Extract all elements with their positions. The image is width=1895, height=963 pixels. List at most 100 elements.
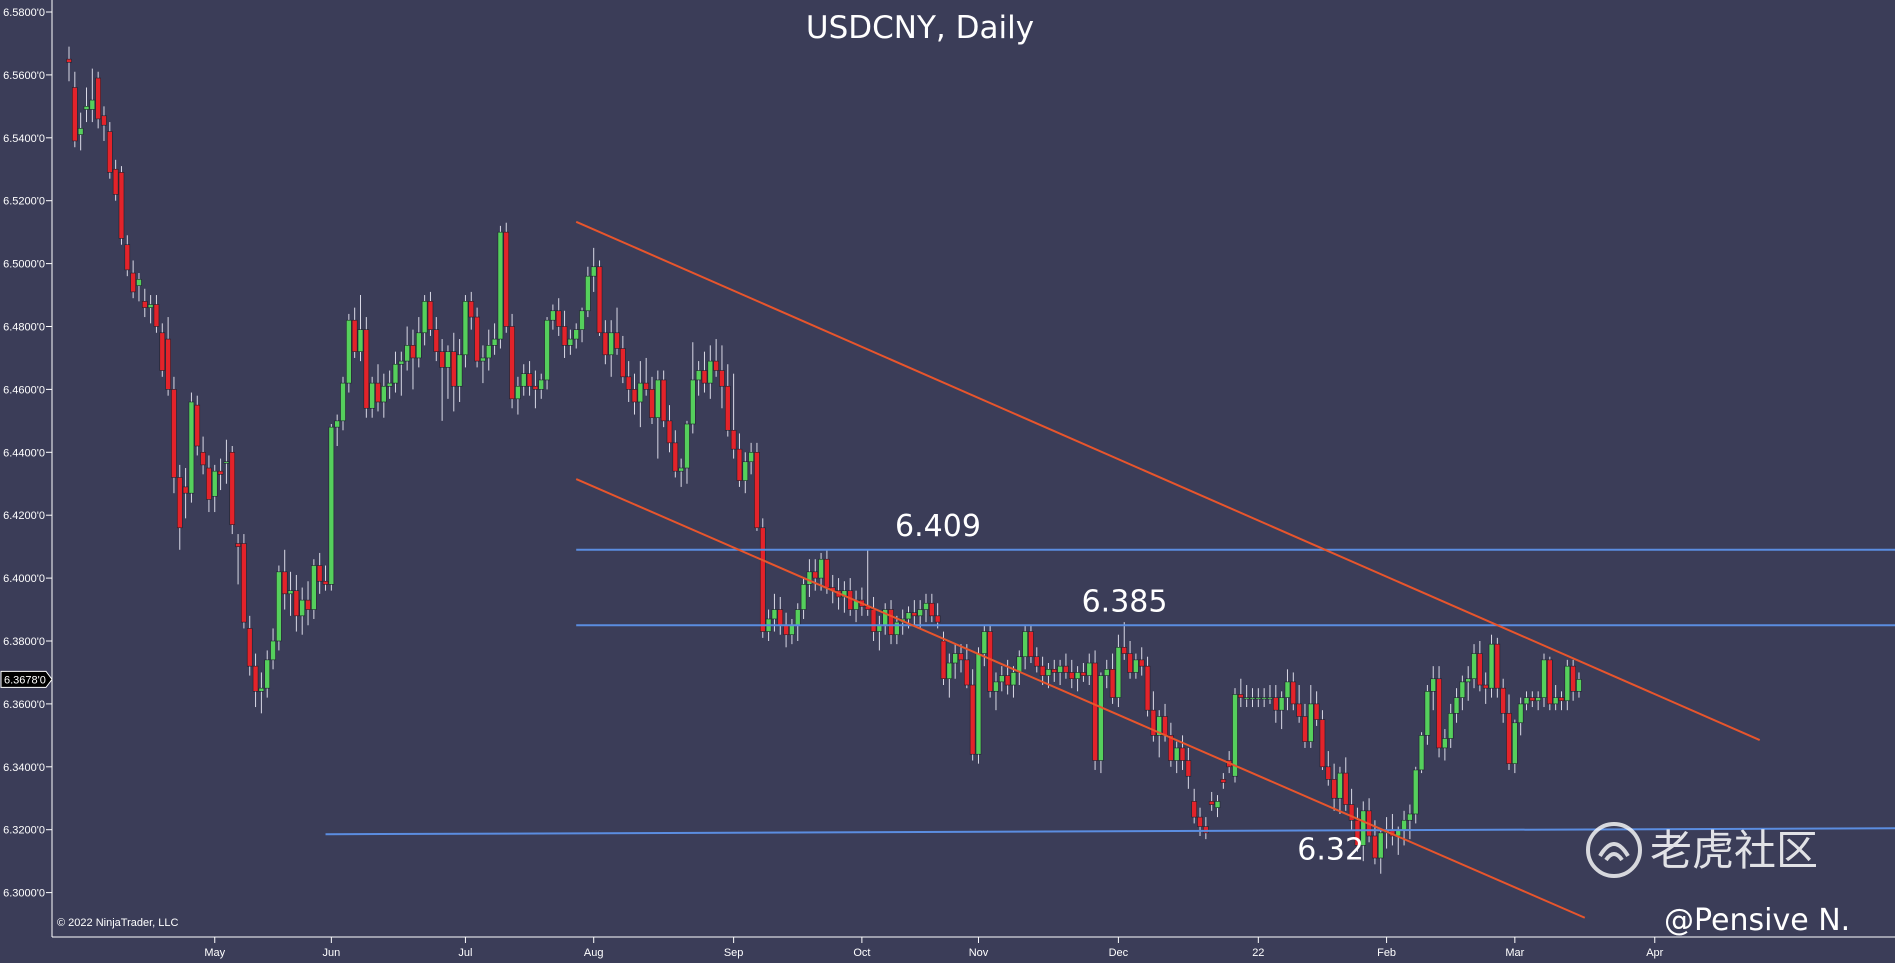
y-tick-label: 6.5800'0 xyxy=(3,7,45,19)
time-axis: May Jun Jul Aug Sep Oct Nov Dec 22 Feb Mar Apr xyxy=(204,937,1664,959)
candle-body xyxy=(620,348,626,378)
candle-body xyxy=(95,77,101,120)
candle-body xyxy=(958,653,964,661)
candle-body xyxy=(1039,665,1046,676)
candle-body xyxy=(369,382,375,409)
candle-body xyxy=(1576,679,1582,692)
candle-body xyxy=(981,631,988,654)
candle-body xyxy=(1150,709,1157,736)
candle-body xyxy=(1191,801,1197,818)
candle-body xyxy=(1004,675,1011,686)
candle-body xyxy=(701,370,708,384)
candle-body xyxy=(328,426,335,585)
candle-body xyxy=(666,420,673,444)
candle-body xyxy=(724,385,731,431)
candle-body xyxy=(1232,694,1238,777)
candle-body xyxy=(1138,659,1145,667)
candle-body xyxy=(631,389,638,403)
candle-body xyxy=(1010,672,1017,686)
candle-body xyxy=(1074,672,1081,680)
candle-body xyxy=(1086,662,1093,676)
candle-body xyxy=(427,301,434,330)
candle-body xyxy=(1488,643,1495,689)
candle-body xyxy=(695,370,702,381)
x-tick-label: Jun xyxy=(322,947,340,959)
candle-body xyxy=(281,571,288,595)
candle-body xyxy=(707,360,714,384)
candle-body xyxy=(363,329,370,409)
candle-body xyxy=(89,99,96,110)
candle-body xyxy=(1156,716,1163,736)
candle-body xyxy=(917,609,923,617)
candle-body xyxy=(579,310,585,330)
candle-body xyxy=(1354,819,1361,846)
candle-body xyxy=(188,401,195,494)
candle-body xyxy=(975,653,982,755)
candle-body xyxy=(235,543,241,547)
candle-body xyxy=(299,599,306,617)
candle-body xyxy=(561,326,568,346)
candle-body xyxy=(923,602,929,610)
candle-body xyxy=(468,301,475,318)
candle-body xyxy=(952,653,958,664)
candle-body xyxy=(1459,681,1466,698)
candle-body xyxy=(1267,697,1273,700)
candle-body xyxy=(1471,653,1477,680)
x-tick-label: Dec xyxy=(1109,947,1129,959)
x-tick-label: Sep xyxy=(724,947,744,959)
candle-body xyxy=(392,363,399,384)
candle-body xyxy=(1377,832,1384,859)
candle-body xyxy=(1442,738,1448,749)
candle-body xyxy=(1144,665,1151,711)
candle-body xyxy=(72,87,78,142)
candle-body xyxy=(1430,678,1437,692)
candle-body xyxy=(1313,703,1320,720)
candle-body xyxy=(993,681,999,692)
candle-body xyxy=(1238,694,1244,698)
candle-body xyxy=(1465,678,1471,683)
copyright-text: © 2022 NinjaTrader, LLC xyxy=(57,917,178,929)
candle-body xyxy=(1564,665,1571,702)
candle-body xyxy=(1302,716,1308,742)
candle-body xyxy=(386,382,393,387)
candle-body xyxy=(433,329,440,352)
x-tick-label: May xyxy=(204,947,225,959)
candle-body xyxy=(1261,697,1267,700)
candle-body xyxy=(1342,772,1349,805)
trend-line xyxy=(575,478,1586,919)
candle-body xyxy=(1092,662,1098,761)
y-tick-label: 6.3000'0 xyxy=(3,888,45,900)
candle-body xyxy=(153,304,160,327)
candle-body xyxy=(1512,722,1518,764)
candle-body xyxy=(1098,675,1104,761)
candle-body xyxy=(998,675,1005,683)
candle-body xyxy=(480,357,486,362)
candle-body xyxy=(491,338,498,346)
candle-body xyxy=(77,128,84,135)
x-tick-label: Feb xyxy=(1377,947,1396,959)
chart-title: USDCNY, Daily xyxy=(806,10,1034,46)
x-tick-label: Apr xyxy=(1646,947,1663,959)
candle-body xyxy=(1278,697,1285,711)
candle-body xyxy=(456,354,463,387)
candle-body xyxy=(515,385,521,400)
candle-body xyxy=(194,404,201,447)
candle-body xyxy=(538,379,545,390)
candle-body xyxy=(888,609,894,636)
candle-body xyxy=(1348,804,1355,821)
watermark: 老虎社区 @Pensive N. xyxy=(1586,822,1850,938)
candle-body xyxy=(246,628,253,667)
candle-body xyxy=(1477,653,1483,686)
candle-body xyxy=(1273,697,1279,711)
x-tick-label: Mar xyxy=(1505,947,1524,959)
candle-body xyxy=(293,590,300,617)
candle-body xyxy=(771,609,778,620)
candle-body xyxy=(445,351,451,368)
y-tick-label: 6.4600'0 xyxy=(3,384,45,396)
candle-body xyxy=(911,612,918,617)
y-tick-label: 6.5600'0 xyxy=(3,70,45,82)
candle-body xyxy=(252,665,259,692)
candle-body xyxy=(1447,713,1454,739)
candle-body xyxy=(1319,719,1326,768)
